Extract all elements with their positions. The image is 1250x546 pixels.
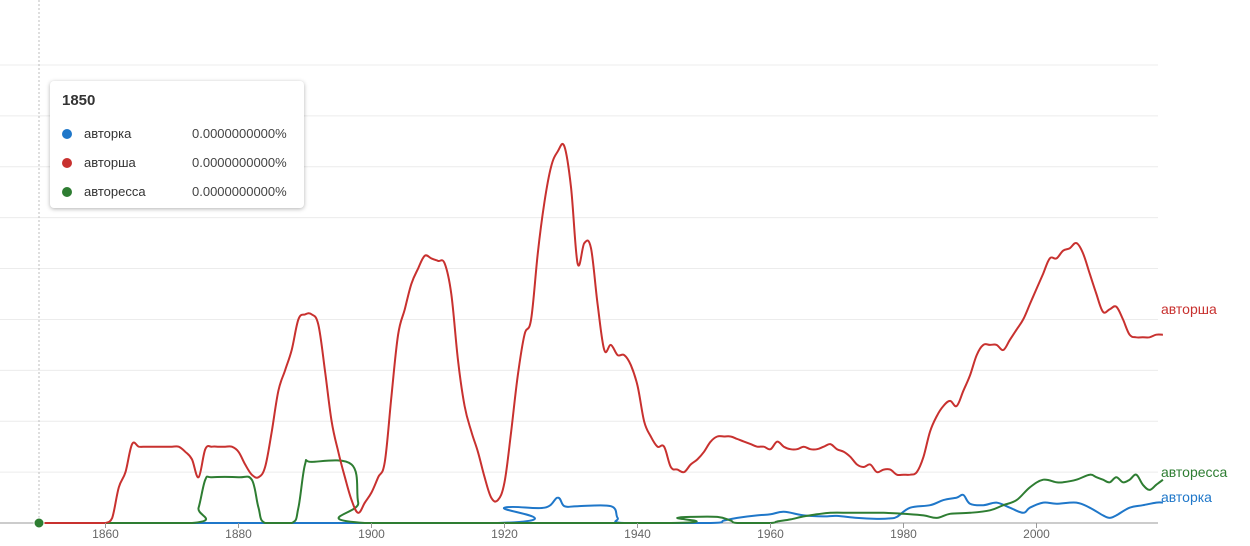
series-dot-icon <box>62 186 72 197</box>
series-lines <box>38 142 1164 525</box>
series-line[interactable] <box>38 493 1163 525</box>
series-dot-icon <box>62 157 72 168</box>
tooltip-series-value: 0.0000000000% <box>192 155 287 170</box>
hover-tooltip: 1850 авторка 0.0000000000% авторша 0.000… <box>50 81 304 208</box>
series-end-label: авторка <box>1161 489 1212 505</box>
x-tick-label: 1920 <box>491 527 518 541</box>
x-tick-label: 1960 <box>757 527 784 541</box>
x-tick-label: 1980 <box>890 527 917 541</box>
series-end-label: авторесса <box>1161 464 1228 480</box>
gridlines <box>0 64 1158 524</box>
x-tick-label: 2000 <box>1023 527 1050 541</box>
tooltip-series-name: авторка <box>84 126 132 141</box>
tooltip-row-avtoressa: авторесса 0.0000000000% <box>62 177 292 206</box>
tooltip-row-avtorka: авторка 0.0000000000% <box>62 119 292 148</box>
tooltip-row-avtorsha: авторша 0.0000000000% <box>62 148 292 177</box>
x-tick-label: 1940 <box>624 527 651 541</box>
tooltip-series-name: авторша <box>84 155 136 170</box>
x-tick-label: 1880 <box>225 527 252 541</box>
x-tick-label: 1860 <box>92 527 119 541</box>
series-end-label: авторша <box>1161 301 1217 317</box>
series-end-labels: авторка авторша авторесса <box>1161 301 1228 505</box>
tooltip-series-value: 0.0000000000% <box>192 126 287 141</box>
tooltip-series-name: авторесса <box>84 184 146 199</box>
tooltip-series-value: 0.0000000000% <box>192 184 287 199</box>
series-dot-icon <box>62 128 72 139</box>
tooltip-year: 1850 <box>62 92 96 109</box>
series-line[interactable] <box>38 459 1164 525</box>
x-axis: 1860 1880 1900 1920 1940 1960 1980 2000 <box>92 523 1050 541</box>
series-line[interactable] <box>38 142 1163 525</box>
hover-marker <box>33 517 45 529</box>
x-tick-label: 1900 <box>358 527 385 541</box>
